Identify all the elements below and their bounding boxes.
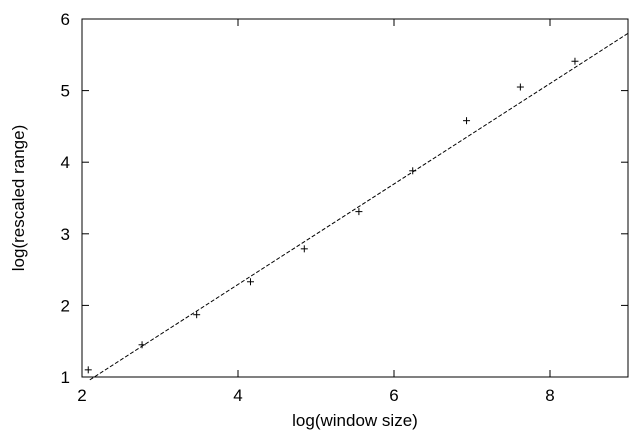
- data-point: [300, 245, 308, 253]
- data-points: [84, 57, 579, 374]
- x-tick-label: 4: [233, 386, 242, 405]
- data-point: [193, 311, 201, 319]
- data-point: [516, 83, 524, 91]
- x-axis-label: log(window size): [292, 411, 418, 430]
- data-point: [463, 117, 471, 125]
- x-tick-label: 6: [389, 386, 398, 405]
- y-tick-label: 6: [61, 10, 70, 29]
- fit-line-group: [89, 32, 629, 381]
- data-point: [138, 341, 146, 349]
- y-tick-label: 5: [61, 82, 70, 101]
- fit-line: [89, 32, 629, 381]
- axis-ticks: [81, 18, 628, 378]
- y-tick-label: 4: [61, 153, 70, 172]
- data-point: [84, 366, 92, 374]
- data-point: [571, 57, 579, 65]
- x-tick-label: 2: [77, 386, 86, 405]
- plot-frame: [81, 18, 629, 378]
- y-tick-label: 2: [61, 296, 70, 315]
- data-point: [355, 208, 363, 216]
- y-tick-label: 3: [61, 225, 70, 244]
- y-tick-label: 1: [61, 368, 70, 387]
- data-point: [246, 278, 254, 286]
- data-point: [409, 167, 417, 175]
- y-axis-label: log(rescaled range): [9, 125, 28, 271]
- x-tick-label: 8: [545, 386, 554, 405]
